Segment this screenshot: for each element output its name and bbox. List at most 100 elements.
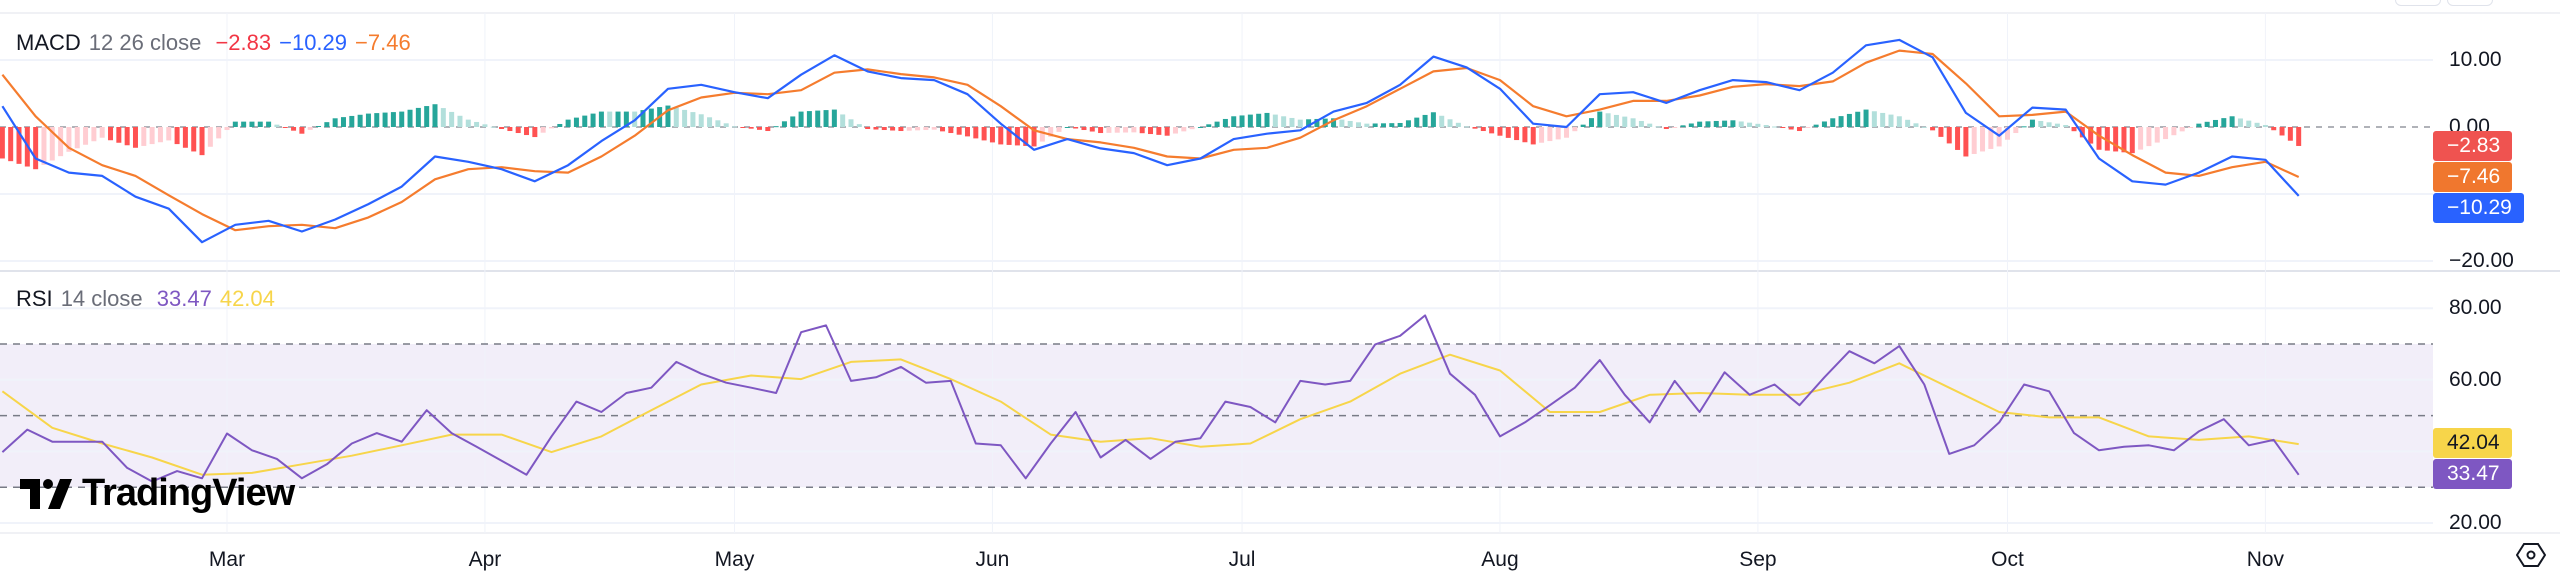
macd-histogram-bar (182, 127, 188, 148)
macd-histogram-bar (324, 122, 330, 127)
macd-histogram-bar (865, 127, 871, 130)
macd-histogram-bar (2229, 116, 2235, 127)
macd-histogram-bar (1971, 127, 1977, 154)
macd-histogram-bar (1697, 121, 1703, 127)
rsi-line (1, 314, 2300, 483)
macd-histogram-bar (707, 117, 713, 127)
macd-histogram-bar (1564, 127, 1570, 138)
macd-legend-signal-value: −7.46 (355, 30, 411, 55)
macd-histogram-bar (490, 126, 496, 128)
macd-histogram-bar (1597, 111, 1603, 127)
time-axis-label-may: May (714, 548, 755, 571)
macd-legend[interactable]: MACD 12 26 close −2.83 −10.29 −7.46 (16, 30, 419, 56)
macd-histogram-bar (74, 127, 80, 149)
macd-histogram-bar (1114, 127, 1120, 133)
macd-histogram-bar (1231, 116, 1237, 127)
price-label-rsi-ma: 42.04 (2433, 428, 2512, 458)
macd-histogram-bar (748, 127, 754, 129)
top-toolbar-button[interactable] (2447, 0, 2493, 6)
macd-histogram-bar (1780, 127, 1786, 129)
macd-histogram-bar (166, 127, 172, 141)
macd-histogram-bar (1489, 127, 1495, 134)
macd-histogram-bar (1389, 123, 1395, 127)
macd-histogram-bar (66, 127, 72, 152)
time-axis-label-jul: Jul (1228, 548, 1256, 571)
macd-legend-params: 12 26 close (88, 30, 202, 55)
macd-histogram-bar (1655, 126, 1661, 128)
rsi-axis-label: 80.00 (2449, 296, 2502, 320)
macd-histogram-bar (548, 127, 554, 129)
macd-histogram-bar (1281, 116, 1287, 127)
macd-histogram-bar (2212, 119, 2218, 127)
macd-histogram-bar (873, 127, 879, 130)
macd-histogram-bar (1380, 123, 1386, 127)
macd-histogram-bar (557, 123, 563, 127)
macd-histogram-bar (1647, 123, 1653, 127)
macd-histogram-bar (1372, 123, 1378, 127)
macd-histogram-bar (257, 121, 263, 127)
macd-histogram-bar (1314, 118, 1320, 127)
macd-histogram-bar (898, 127, 904, 132)
rsi-legend-name: RSI (16, 286, 53, 311)
tradingview-logo[interactable]: TradingView (20, 472, 295, 515)
macd-histogram-bar (199, 127, 205, 156)
macd-histogram-bar (540, 127, 546, 133)
macd-histogram-bar (2296, 127, 2302, 146)
macd-histogram-bar (723, 123, 729, 127)
macd-histogram-bar (1888, 114, 1894, 127)
macd-histogram-bar (890, 127, 896, 131)
macd-histogram-bar (1430, 112, 1436, 127)
macd-histogram-bar (191, 127, 197, 152)
macd-histogram-bar (1988, 127, 1994, 149)
macd-histogram-bar (382, 112, 388, 127)
macd-histogram-bar (2221, 118, 2227, 127)
macd-histogram-bar (399, 111, 405, 127)
macd-histogram-bar (623, 111, 629, 127)
macd-histogram-bar (1048, 127, 1054, 137)
macd-histogram-bar (1821, 121, 1827, 127)
macd-histogram-bar (1189, 127, 1195, 130)
macd-histogram-bar (1863, 109, 1869, 127)
macd-histogram-bar (590, 113, 596, 127)
macd-histogram-bar (499, 127, 505, 130)
macd-histogram-bar (1896, 116, 1902, 127)
macd-histogram-bar (1006, 127, 1012, 145)
macd-histogram-bar (1464, 126, 1470, 128)
macd-histogram-bar (1264, 112, 1270, 127)
macd-histogram-bar (1098, 127, 1104, 134)
macd-histogram-bar (881, 127, 887, 131)
rsi-legend[interactable]: RSI 14 close 33.47 42.04 (16, 286, 283, 312)
price-label-histogram: −2.83 (2433, 131, 2513, 161)
macd-histogram-bar (2063, 124, 2069, 127)
macd-histogram-bar (1289, 117, 1295, 127)
rsi-legend-rsi-value: 33.47 (156, 286, 212, 311)
macd-histogram-bar (1830, 118, 1836, 127)
macd-histogram-bar (2129, 127, 2135, 154)
macd-histogram-bar (2071, 127, 2077, 132)
macd-histogram-bar (1131, 127, 1137, 133)
macd-histogram-bar (1480, 127, 1486, 132)
macd-histogram-bar (124, 127, 130, 146)
macd-histogram-bar (906, 127, 912, 131)
macd-histogram-bar (1197, 127, 1203, 128)
macd-histogram-bar (1123, 127, 1129, 133)
macd-histogram-bar (2279, 127, 2285, 136)
macd-histogram-bar (715, 120, 721, 127)
macd-histogram-bar (2287, 127, 2293, 141)
macd-histogram-bar (482, 124, 488, 127)
macd-histogram-bar (1855, 111, 1861, 127)
macd-histogram-bar (1247, 114, 1253, 127)
macd-histogram-bar (582, 115, 588, 127)
macd-histogram-bar (840, 114, 846, 127)
macd-histogram-bar (1963, 127, 1969, 157)
macd-histogram-bar (2046, 122, 2052, 127)
macd-histogram-bar (1539, 127, 1545, 143)
macd-histogram-bar (690, 112, 696, 127)
rsi-legend-params: 14 close (60, 286, 143, 311)
macd-histogram-bar (815, 110, 821, 127)
top-toolbar-button[interactable] (2395, 0, 2441, 6)
price-label-macd: −10.29 (2433, 193, 2524, 223)
settings-icon[interactable] (2516, 540, 2546, 570)
macd-histogram-bar (2038, 120, 2044, 127)
